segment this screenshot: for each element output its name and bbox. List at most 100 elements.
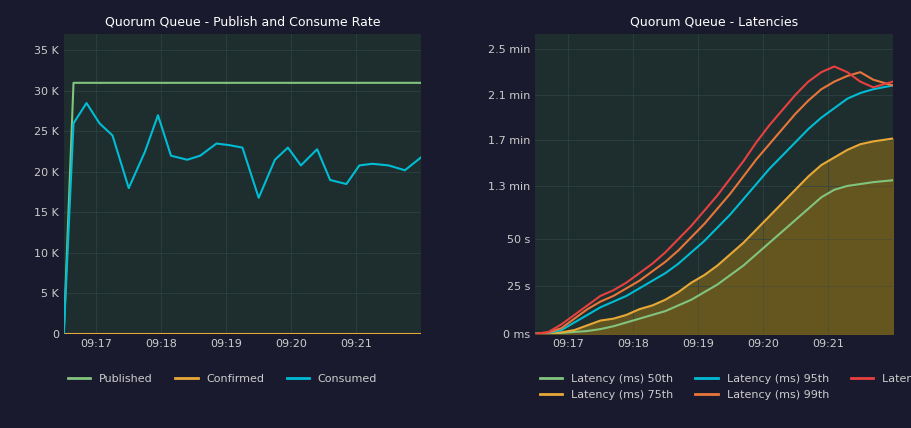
Line: Latency (ms) 75th: Latency (ms) 75th (536, 139, 893, 334)
Latency (ms) 75th (751, 227, 762, 232)
Latency (ms) 50th (582, 328, 593, 333)
Latency (ms) 75th (842, 147, 853, 152)
Latency (ms) 75th (595, 318, 606, 323)
Latency (ms) 99.9th (530, 331, 541, 336)
Latency (ms) 75th (816, 163, 827, 168)
Latency (ms) 99.9th (711, 193, 722, 198)
Line: Latency (ms) 99.9th: Latency (ms) 99.9th (536, 66, 893, 334)
Latency (ms) 99.9th (647, 261, 658, 266)
Latency (ms) 99th (829, 79, 840, 84)
Latency (ms) 50th (660, 309, 670, 314)
Latency (ms) 99th (608, 293, 619, 298)
Latency (ms) 75th (855, 142, 865, 147)
Line: Latency (ms) 95th: Latency (ms) 95th (536, 86, 893, 334)
Latency (ms) 95th (738, 196, 749, 202)
Latency (ms) 95th (829, 106, 840, 111)
Latency (ms) 99.9th (738, 159, 749, 164)
Latency (ms) 95th (621, 293, 632, 298)
Latency (ms) 75th (777, 200, 788, 205)
Latency (ms) 99.9th (816, 70, 827, 75)
Latency (ms) 75th (634, 306, 645, 312)
Latency (ms) 75th (738, 240, 749, 245)
Latency (ms) 99th (582, 306, 593, 312)
Latency (ms) 95th (711, 225, 722, 230)
Latency (ms) 99th (725, 191, 736, 196)
Latency (ms) 50th (803, 206, 814, 211)
Latency (ms) 99.9th (582, 303, 593, 308)
Latency (ms) 99th (569, 316, 580, 321)
Latency (ms) 99.9th (725, 176, 736, 181)
Latency (ms) 99th (660, 259, 670, 265)
Legend: Latency (ms) 50th, Latency (ms) 75th, Latency (ms) 95th, Latency (ms) 99th, Late: Latency (ms) 50th, Latency (ms) 75th, La… (536, 370, 911, 404)
Latency (ms) 95th (887, 83, 898, 88)
Latency (ms) 99.9th (842, 70, 853, 75)
Latency (ms) 95th (790, 140, 801, 145)
Latency (ms) 50th (699, 290, 710, 295)
Latency (ms) 75th (868, 139, 879, 144)
Title: Quorum Queue - Publish and Consume Rate: Quorum Queue - Publish and Consume Rate (105, 16, 380, 29)
Latency (ms) 75th (887, 136, 898, 141)
Latency (ms) 50th (738, 263, 749, 268)
Latency (ms) 50th (673, 303, 684, 308)
Latency (ms) 99th (777, 127, 788, 132)
Latency (ms) 50th (569, 330, 580, 335)
Latency (ms) 75th (725, 252, 736, 257)
Latency (ms) 75th (803, 174, 814, 179)
Latency (ms) 99th (816, 86, 827, 92)
Latency (ms) 75th (608, 316, 619, 321)
Latency (ms) 99th (621, 286, 632, 291)
Latency (ms) 99.9th (803, 79, 814, 84)
Latency (ms) 95th (556, 327, 567, 333)
Latency (ms) 99th (751, 157, 762, 162)
Latency (ms) 95th (608, 299, 619, 304)
Latency (ms) 95th (842, 96, 853, 101)
Latency (ms) 95th (660, 270, 670, 276)
Latency (ms) 99th (543, 330, 554, 335)
Latency (ms) 95th (803, 127, 814, 132)
Latency (ms) 50th (595, 327, 606, 332)
Latency (ms) 50th (887, 178, 898, 183)
Latency (ms) 99th (530, 331, 541, 336)
Legend: Published, Confirmed, Consumed: Published, Confirmed, Consumed (64, 370, 382, 389)
Latency (ms) 75th (647, 303, 658, 308)
Latency (ms) 50th (763, 240, 774, 245)
Latency (ms) 95th (530, 331, 541, 336)
Latency (ms) 99.9th (777, 107, 788, 113)
Latency (ms) 50th (634, 316, 645, 321)
Latency (ms) 95th (673, 261, 684, 266)
Latency (ms) 99.9th (686, 223, 697, 228)
Latency (ms) 95th (751, 181, 762, 187)
Latency (ms) 99.9th (595, 293, 606, 298)
Latency (ms) 50th (686, 297, 697, 302)
Latency (ms) 99.9th (569, 312, 580, 318)
Latency (ms) 99th (673, 248, 684, 253)
Latency (ms) 50th (543, 331, 554, 336)
Latency (ms) 75th (530, 331, 541, 336)
Latency (ms) 99th (647, 269, 658, 274)
Latency (ms) 95th (868, 86, 879, 92)
Latency (ms) 50th (829, 187, 840, 192)
Latency (ms) 50th (855, 181, 865, 187)
Latency (ms) 95th (725, 212, 736, 217)
Latency (ms) 99th (763, 142, 774, 147)
Latency (ms) 99.9th (634, 270, 645, 276)
Latency (ms) 99th (790, 111, 801, 116)
Latency (ms) 95th (647, 278, 658, 283)
Latency (ms) 50th (621, 320, 632, 325)
Latency (ms) 99.9th (887, 79, 898, 84)
Latency (ms) 99.9th (673, 236, 684, 241)
Latency (ms) 99.9th (855, 79, 865, 84)
Latency (ms) 95th (699, 238, 710, 244)
Latency (ms) 50th (647, 312, 658, 318)
Latency (ms) 50th (790, 217, 801, 223)
Latency (ms) 75th (543, 331, 554, 336)
Latency (ms) 95th (855, 90, 865, 95)
Latency (ms) 99.9th (543, 330, 554, 335)
Latency (ms) 75th (556, 330, 567, 335)
Latency (ms) 75th (673, 290, 684, 295)
Latency (ms) 99th (711, 206, 722, 211)
Line: Latency (ms) 50th: Latency (ms) 50th (536, 180, 893, 334)
Latency (ms) 75th (711, 263, 722, 268)
Latency (ms) 99th (556, 326, 567, 331)
Latency (ms) 75th (790, 187, 801, 192)
